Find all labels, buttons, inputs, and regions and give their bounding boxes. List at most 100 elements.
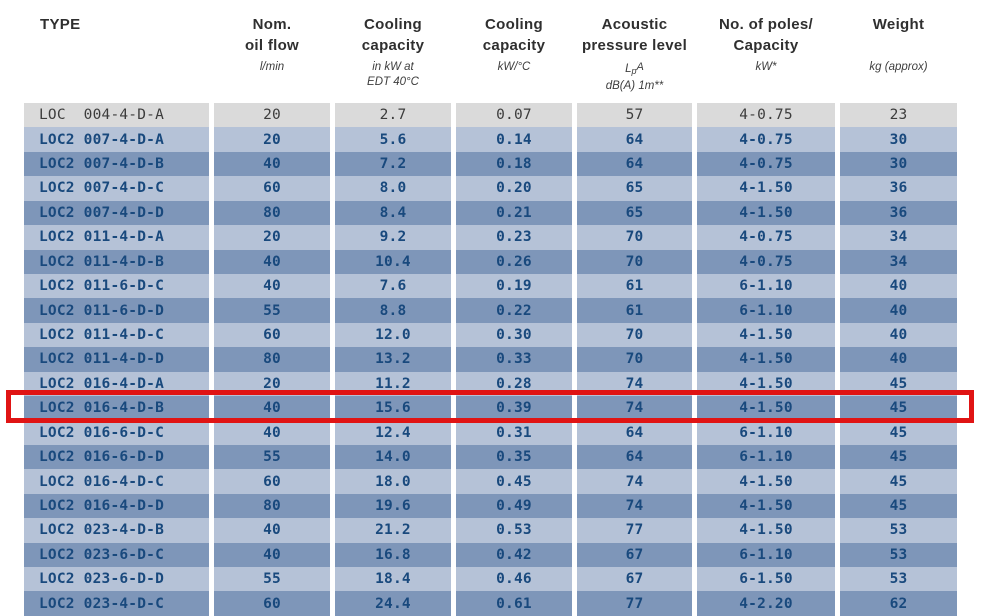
- header-type-label: TYPE: [40, 16, 81, 33]
- cooling-capacity-kw-cell: 8.0: [335, 176, 451, 201]
- type-cell: LOC2 016-6-D-D: [24, 444, 209, 470]
- acoustic-level-cell: 64: [577, 420, 692, 445]
- table-row: LOC2 016-4-D-A 20 11.2 0.28 74 4-1.50 45: [24, 371, 957, 397]
- header-poles-line2: Capacity: [733, 37, 799, 54]
- poles-capacity-cell: 4-1.50: [697, 200, 835, 226]
- poles-capacity-cell: 4-1.50: [697, 371, 835, 397]
- cooling-capacity-kw-cell: 7.6: [335, 273, 451, 299]
- header-cooling-kw-line1: Cooling: [364, 16, 422, 33]
- table-row: LOC2 011-6-D-D 55 8.8 0.22 61 6-1.10 40: [24, 298, 957, 323]
- type-cell: LOC2 011-6-D-C: [24, 273, 209, 299]
- cooling-capacity-kwc-cell: 0.18: [456, 151, 572, 177]
- cooling-capacity-kw-cell: 5.6: [335, 127, 451, 152]
- acoustic-level-cell: 64: [577, 127, 692, 152]
- type-cell: LOC2 016-4-D-D: [24, 493, 209, 519]
- acoustic-level-cell: 70: [577, 225, 692, 250]
- cooling-capacity-kwc-cell: 0.23: [456, 225, 572, 250]
- type-cell: LOC2 023-6-D-D: [24, 567, 209, 592]
- type-cell: LOC2 011-4-D-B: [24, 249, 209, 274]
- acoustic-level-cell: 74: [577, 396, 692, 421]
- oil-flow-cell: 40: [214, 518, 330, 543]
- header-acoustic-line1: Acoustic: [601, 16, 668, 33]
- type-cell: LOC2 023-4-D-C: [24, 591, 209, 616]
- header-cooling-kw-unit-line2: EDT 40°C: [367, 76, 419, 88]
- acoustic-level-cell: 64: [577, 444, 692, 470]
- cooling-capacity-kw-cell: 8.8: [335, 298, 451, 323]
- acoustic-level-cell: 67: [577, 567, 692, 592]
- weight-cell: 40: [840, 273, 957, 299]
- table-row: LOC2 007-4-D-D 80 8.4 0.21 65 4-1.50 36: [24, 200, 957, 226]
- type-cell: LOC2 023-4-D-B: [24, 518, 209, 543]
- table-row: LOC2 011-4-D-D 80 13.2 0.33 70 4-1.50 40: [24, 347, 957, 372]
- acoustic-level-cell: 70: [577, 322, 692, 348]
- type-cell: LOC2 016-4-D-A: [24, 371, 209, 397]
- table-row: LOC2 011-6-D-C 40 7.6 0.19 61 6-1.10 40: [24, 273, 957, 299]
- cooling-capacity-kw-cell: 15.6: [335, 396, 451, 421]
- oil-flow-cell: 40: [214, 396, 330, 421]
- poles-capacity-cell: 4-1.50: [697, 518, 835, 543]
- oil-flow-cell: 55: [214, 567, 330, 592]
- oil-flow-cell: 60: [214, 322, 330, 348]
- cooling-capacity-kw-cell: 9.2: [335, 225, 451, 250]
- table-row: LOC2 023-6-D-D 55 18.4 0.46 67 6-1.50 53: [24, 567, 957, 592]
- type-cell: LOC2 007-4-D-C: [24, 176, 209, 201]
- header-oil-flow-line1: Nom.: [252, 16, 292, 33]
- table-row: LOC2 016-6-D-D 55 14.0 0.35 64 6-1.10 45: [24, 444, 957, 470]
- poles-capacity-cell: 4-1.50: [697, 396, 835, 421]
- weight-cell: 40: [840, 322, 957, 348]
- acoustic-level-cell: 65: [577, 176, 692, 201]
- type-cell: LOC2 016-6-D-C: [24, 420, 209, 445]
- cooling-capacity-kwc-cell: 0.26: [456, 249, 572, 274]
- weight-cell: 30: [840, 127, 957, 152]
- weight-cell: 34: [840, 225, 957, 250]
- cooling-capacity-kw-cell: 21.2: [335, 518, 451, 543]
- acoustic-level-cell: 65: [577, 200, 692, 226]
- acoustic-level-cell: 57: [577, 103, 692, 128]
- header-weight-unit: kg (approx): [869, 61, 928, 73]
- table-row: LOC2 011-4-D-A 20 9.2 0.23 70 4-0.75 34: [24, 225, 957, 250]
- weight-cell: 36: [840, 200, 957, 226]
- header-cooling-kwc-line2: capacity: [482, 37, 546, 54]
- weight-cell: 40: [840, 298, 957, 323]
- poles-capacity-cell: 6-1.10: [697, 542, 835, 568]
- oil-flow-cell: 55: [214, 444, 330, 470]
- poles-capacity-cell: 6-1.10: [697, 273, 835, 299]
- cooling-capacity-kw-cell: 11.2: [335, 371, 451, 397]
- poles-capacity-cell: 4-1.50: [697, 347, 835, 372]
- cooling-capacity-kwc-cell: 0.30: [456, 322, 572, 348]
- weight-cell: 45: [840, 371, 957, 397]
- acoustic-level-cell: 70: [577, 249, 692, 274]
- poles-capacity-cell: 4-0.75: [697, 103, 835, 128]
- header-acoustic-unit: dB(A) 1m**: [605, 80, 664, 92]
- weight-cell: 23: [840, 103, 957, 128]
- oil-flow-cell: 60: [214, 469, 330, 494]
- header-oil-flow-unit: l/min: [259, 61, 285, 73]
- poles-capacity-cell: 4-0.75: [697, 225, 835, 250]
- column-header-weight: Weight kg (approx): [840, 14, 957, 103]
- acoustic-level-cell: 61: [577, 298, 692, 323]
- cooling-capacity-kw-cell: 18.0: [335, 469, 451, 494]
- cooling-capacity-kwc-cell: 0.22: [456, 298, 572, 323]
- oil-flow-cell: 40: [214, 420, 330, 445]
- header-weight-label: Weight: [872, 16, 925, 33]
- cooling-capacity-kwc-cell: 0.14: [456, 127, 572, 152]
- header-cooling-kw-unit-line1: in kW at: [372, 61, 414, 73]
- oil-flow-cell: 60: [214, 591, 330, 616]
- oil-flow-cell: 40: [214, 249, 330, 274]
- table-row: LOC2 023-6-D-C 40 16.8 0.42 67 6-1.10 53: [24, 542, 957, 568]
- acoustic-level-cell: 74: [577, 493, 692, 519]
- acoustic-level-cell: 77: [577, 518, 692, 543]
- weight-cell: 30: [840, 151, 957, 177]
- cooling-capacity-kw-cell: 24.4: [335, 591, 451, 616]
- acoustic-level-cell: 70: [577, 347, 692, 372]
- table-row: LOC2 016-4-D-B 40 15.6 0.39 74 4-1.50 45: [24, 396, 957, 421]
- type-cell: LOC2 007-4-D-B: [24, 151, 209, 177]
- cooling-capacity-kwc-cell: 0.20: [456, 176, 572, 201]
- type-cell: LOC2 011-6-D-D: [24, 298, 209, 323]
- oil-flow-cell: 20: [214, 127, 330, 152]
- cooling-capacity-kw-cell: 8.4: [335, 200, 451, 226]
- cooling-capacity-kwc-cell: 0.28: [456, 371, 572, 397]
- table-row: LOC2 007-4-D-C 60 8.0 0.20 65 4-1.50 36: [24, 176, 957, 201]
- acoustic-level-cell: 74: [577, 371, 692, 397]
- poles-capacity-cell: 6-1.10: [697, 298, 835, 323]
